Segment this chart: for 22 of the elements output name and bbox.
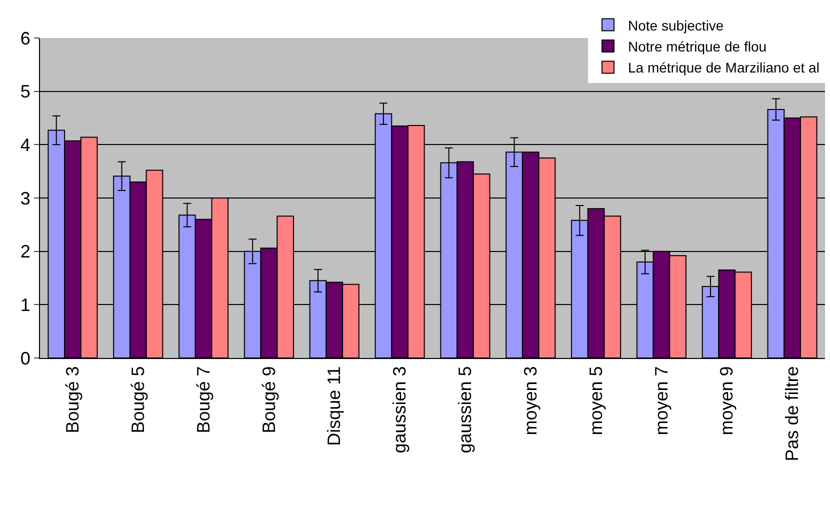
y-tick-label: 6 bbox=[20, 28, 30, 48]
y-tick-label: 2 bbox=[20, 242, 30, 262]
y-tick-label: 4 bbox=[20, 134, 30, 155]
y-tick-label: 1 bbox=[20, 294, 30, 315]
x-tick-label: moyen 9 bbox=[716, 366, 737, 436]
y-tick-label: 0 bbox=[20, 348, 30, 368]
y-tick-label: 5 bbox=[20, 82, 30, 102]
x-tick-label: gaussien 5 bbox=[455, 366, 476, 454]
x-tick-label: Pas de filtre bbox=[782, 366, 802, 462]
x-tick-label: gaussien 3 bbox=[390, 366, 410, 454]
y-tick-label: 3 bbox=[20, 188, 30, 208]
legend-label: Note subjective bbox=[628, 17, 724, 34]
legend-label: Notre métrique de flou bbox=[628, 38, 767, 54]
legend-label: La métrique de Marziliano et al bbox=[628, 60, 820, 76]
x-tick-label: Bougé 5 bbox=[128, 366, 148, 434]
x-tick-label: moyen 7 bbox=[651, 366, 672, 436]
x-tick-label: Bougé 9 bbox=[258, 366, 279, 434]
x-tick-label: Bougé 3 bbox=[62, 366, 83, 434]
x-tick-label: Bougé 7 bbox=[193, 366, 214, 434]
x-tick-label: moyen 3 bbox=[520, 366, 540, 436]
x-tick-label: Disque 11 bbox=[324, 366, 344, 446]
x-tick-label: moyen 5 bbox=[586, 366, 606, 436]
